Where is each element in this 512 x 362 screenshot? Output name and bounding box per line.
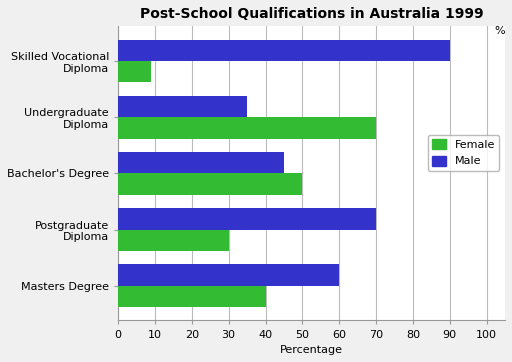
Bar [118,96,247,117]
Bar [118,40,450,61]
Bar [118,61,151,82]
Bar [118,117,376,139]
Bar [118,208,376,230]
Title: Post-School Qualifications in Australia 1999: Post-School Qualifications in Australia … [140,7,483,21]
Legend: Female, Male: Female, Male [428,135,500,171]
Bar [118,152,284,173]
X-axis label: Percentage: Percentage [280,345,343,355]
Bar [118,173,303,195]
Bar [118,264,339,286]
Bar [118,230,229,251]
Text: %: % [494,26,505,36]
Bar [118,286,266,307]
